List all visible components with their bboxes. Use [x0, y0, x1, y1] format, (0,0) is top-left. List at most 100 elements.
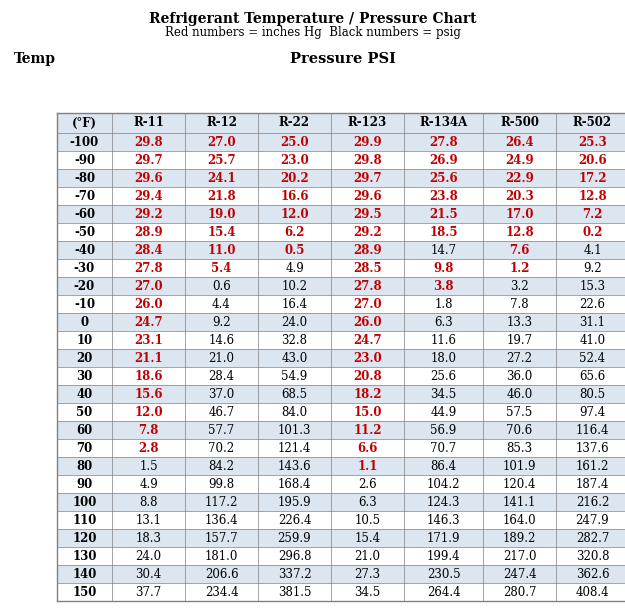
Text: 21.0: 21.0 [354, 549, 381, 563]
Text: 24.0: 24.0 [136, 549, 161, 563]
Text: 216.2: 216.2 [576, 496, 609, 509]
Text: 44.9: 44.9 [431, 406, 457, 418]
Text: 280.7: 280.7 [503, 585, 536, 599]
Text: 84.0: 84.0 [281, 406, 308, 418]
Text: 4.9: 4.9 [285, 261, 304, 275]
Text: 28.9: 28.9 [134, 225, 162, 239]
Text: 24.0: 24.0 [281, 315, 308, 328]
Text: 15.3: 15.3 [579, 280, 606, 292]
Text: R-123: R-123 [348, 116, 387, 130]
Text: 264.4: 264.4 [427, 585, 460, 599]
Text: 11.0: 11.0 [208, 244, 236, 256]
Text: 100: 100 [72, 496, 97, 509]
Text: 60: 60 [76, 423, 92, 437]
Text: 7.8: 7.8 [510, 298, 529, 311]
Text: 120.4: 120.4 [503, 477, 536, 490]
Text: 20.8: 20.8 [353, 370, 382, 382]
Text: 24.7: 24.7 [353, 334, 382, 347]
Text: 25.6: 25.6 [431, 370, 456, 382]
Text: 15.6: 15.6 [134, 387, 162, 401]
Text: 27.3: 27.3 [354, 568, 381, 580]
Text: 20.3: 20.3 [505, 189, 534, 203]
Text: 259.9: 259.9 [278, 532, 311, 544]
Text: 21.1: 21.1 [134, 351, 162, 365]
Text: 226.4: 226.4 [278, 513, 311, 527]
Text: 168.4: 168.4 [278, 477, 311, 490]
Bar [57, 529, 625, 547]
Text: Temp: Temp [14, 52, 56, 66]
Text: 0.2: 0.2 [582, 225, 602, 239]
Text: 34.5: 34.5 [354, 585, 381, 599]
Text: 143.6: 143.6 [278, 460, 311, 473]
Text: 164.0: 164.0 [503, 513, 536, 527]
Text: 29.8: 29.8 [134, 135, 162, 149]
Text: 29.8: 29.8 [353, 153, 382, 166]
Text: 4.9: 4.9 [139, 477, 158, 490]
Text: 187.4: 187.4 [576, 477, 609, 490]
Text: 157.7: 157.7 [205, 532, 238, 544]
Text: 124.3: 124.3 [427, 496, 460, 509]
Text: Pressure PSI: Pressure PSI [289, 52, 396, 66]
Bar [57, 403, 625, 421]
Text: 30: 30 [76, 370, 92, 382]
Bar [57, 421, 625, 439]
Text: 120: 120 [72, 532, 97, 544]
Text: 86.4: 86.4 [431, 460, 456, 473]
Text: 27.8: 27.8 [353, 280, 382, 292]
Text: 25.6: 25.6 [429, 172, 458, 185]
Text: 84.2: 84.2 [209, 460, 234, 473]
Text: 29.7: 29.7 [134, 153, 162, 166]
Bar [57, 133, 625, 151]
Text: 13.3: 13.3 [506, 315, 532, 328]
Text: 1.5: 1.5 [139, 460, 158, 473]
Text: 6.6: 6.6 [357, 442, 377, 454]
Text: 23.0: 23.0 [280, 153, 309, 166]
Text: 1.2: 1.2 [509, 261, 530, 275]
Text: 97.4: 97.4 [579, 406, 606, 418]
Text: 282.7: 282.7 [576, 532, 609, 544]
Text: 141.1: 141.1 [503, 496, 536, 509]
Text: 0.5: 0.5 [284, 244, 305, 256]
Text: 20.2: 20.2 [280, 172, 309, 185]
Text: 7.8: 7.8 [138, 423, 159, 437]
Bar [57, 367, 625, 385]
Text: 12.8: 12.8 [505, 225, 534, 239]
Text: 1.1: 1.1 [357, 460, 377, 473]
Text: 70.7: 70.7 [431, 442, 457, 454]
Bar [57, 511, 625, 529]
Text: 50: 50 [76, 406, 92, 418]
Bar [57, 241, 625, 259]
Text: 206.6: 206.6 [205, 568, 238, 580]
Text: 5.4: 5.4 [211, 261, 232, 275]
Text: 199.4: 199.4 [427, 549, 460, 563]
Text: -100: -100 [70, 135, 99, 149]
Text: 15.4: 15.4 [354, 532, 381, 544]
Text: Refrigerant Temperature / Pressure Chart: Refrigerant Temperature / Pressure Chart [149, 12, 476, 26]
Text: 90: 90 [76, 477, 92, 490]
Text: 52.4: 52.4 [579, 351, 606, 365]
Text: 24.1: 24.1 [208, 172, 236, 185]
Text: 40: 40 [76, 387, 92, 401]
Text: 25.7: 25.7 [208, 153, 236, 166]
Text: R-500: R-500 [500, 116, 539, 130]
Text: 29.9: 29.9 [353, 135, 382, 149]
Text: 116.4: 116.4 [576, 423, 609, 437]
Text: 54.9: 54.9 [281, 370, 308, 382]
Bar [57, 565, 625, 583]
Text: -90: -90 [74, 153, 95, 166]
Text: 37.7: 37.7 [136, 585, 162, 599]
Text: 27.0: 27.0 [134, 280, 162, 292]
Text: 12.0: 12.0 [280, 208, 309, 220]
Text: 32.8: 32.8 [281, 334, 308, 347]
Text: 136.4: 136.4 [205, 513, 238, 527]
Text: 20.6: 20.6 [578, 153, 607, 166]
Text: 14.7: 14.7 [431, 244, 456, 256]
Text: 70.6: 70.6 [506, 423, 532, 437]
Text: 0.6: 0.6 [212, 280, 231, 292]
Bar [57, 547, 625, 565]
Text: 15.4: 15.4 [208, 225, 236, 239]
Text: 12.0: 12.0 [134, 406, 162, 418]
Text: 8.8: 8.8 [139, 496, 158, 509]
Text: 2.6: 2.6 [358, 477, 377, 490]
Text: 234.4: 234.4 [205, 585, 238, 599]
